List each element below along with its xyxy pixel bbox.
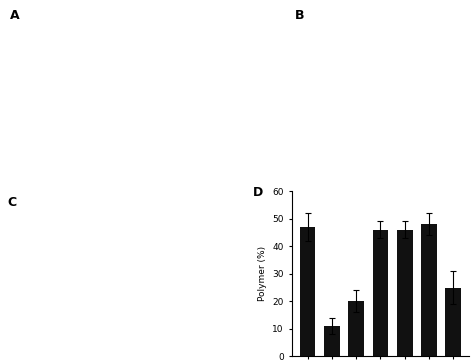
Y-axis label: Polymer (%): Polymer (%) [258,246,267,301]
Bar [446,288,461,356]
Bar [421,224,437,356]
Bar [324,326,340,356]
Text: C: C [8,196,17,209]
Text: D: D [253,186,263,199]
Bar [300,227,315,356]
Bar [397,230,412,356]
Bar [348,301,364,356]
Bar [373,230,388,356]
Text: A: A [10,9,20,22]
Text: B: B [295,9,305,22]
